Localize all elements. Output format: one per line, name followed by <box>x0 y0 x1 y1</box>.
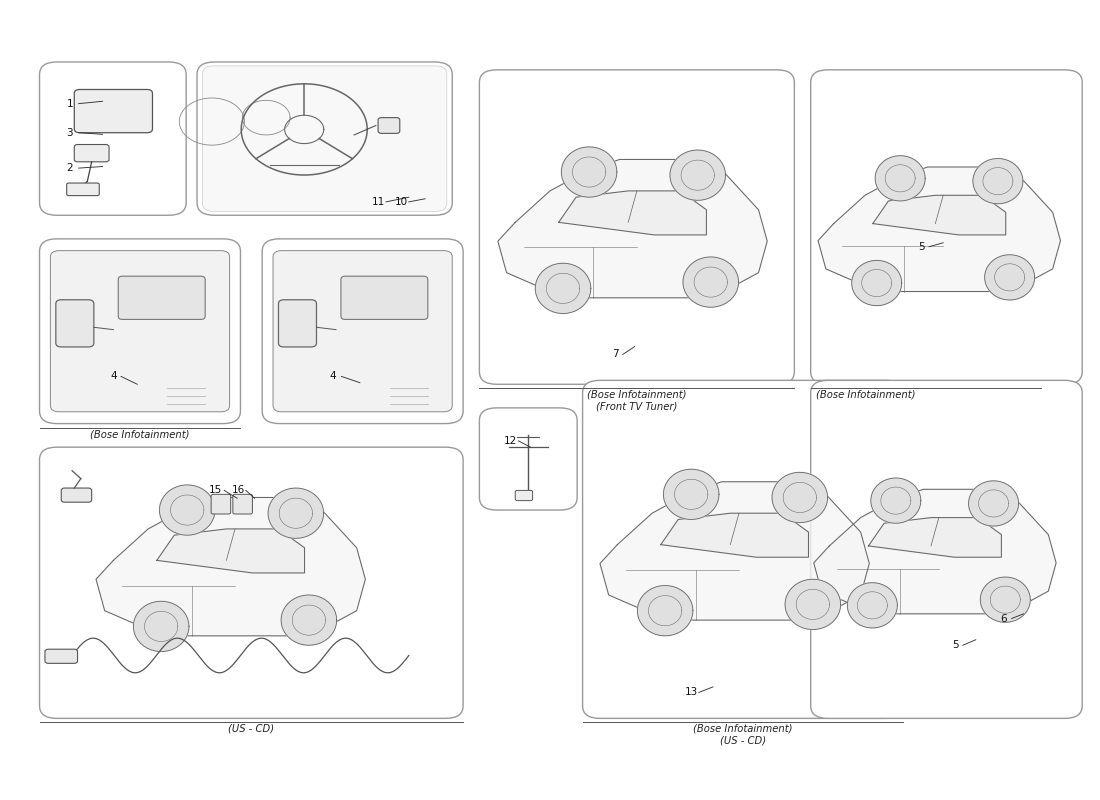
Polygon shape <box>974 158 1023 204</box>
Text: 4: 4 <box>110 371 117 382</box>
Text: eurospares: eurospares <box>239 143 362 162</box>
Text: eurospares: eurospares <box>879 563 1003 582</box>
Text: 1: 1 <box>67 98 74 109</box>
FancyBboxPatch shape <box>119 276 206 319</box>
FancyBboxPatch shape <box>262 239 463 423</box>
Text: eurospares: eurospares <box>597 210 720 229</box>
Text: 5: 5 <box>952 640 958 650</box>
Polygon shape <box>498 159 767 298</box>
FancyBboxPatch shape <box>51 250 230 412</box>
Text: eurospares: eurospares <box>879 210 1003 229</box>
Polygon shape <box>683 257 738 307</box>
FancyBboxPatch shape <box>341 276 428 319</box>
Text: 2: 2 <box>67 163 74 173</box>
Polygon shape <box>984 254 1035 300</box>
Polygon shape <box>868 518 1001 558</box>
Polygon shape <box>160 485 215 535</box>
Polygon shape <box>876 156 925 201</box>
FancyBboxPatch shape <box>197 62 452 215</box>
Text: eurospares: eurospares <box>597 563 720 582</box>
Polygon shape <box>969 481 1019 526</box>
Polygon shape <box>847 582 898 628</box>
Polygon shape <box>600 482 869 620</box>
Polygon shape <box>282 595 337 646</box>
FancyBboxPatch shape <box>211 494 231 514</box>
Polygon shape <box>785 579 840 630</box>
Polygon shape <box>157 529 305 573</box>
Polygon shape <box>670 150 726 200</box>
Polygon shape <box>637 586 693 636</box>
Polygon shape <box>96 498 365 636</box>
Polygon shape <box>814 490 1056 614</box>
FancyBboxPatch shape <box>75 90 153 133</box>
Text: (Bose Infotainment): (Bose Infotainment) <box>816 390 915 400</box>
FancyBboxPatch shape <box>273 250 452 412</box>
FancyBboxPatch shape <box>480 408 578 510</box>
Text: 5: 5 <box>918 242 925 252</box>
FancyBboxPatch shape <box>56 300 94 347</box>
FancyBboxPatch shape <box>45 649 77 663</box>
FancyBboxPatch shape <box>67 183 99 196</box>
FancyBboxPatch shape <box>202 66 447 211</box>
Polygon shape <box>980 577 1031 622</box>
Text: 6: 6 <box>1001 614 1008 623</box>
FancyBboxPatch shape <box>480 70 794 384</box>
Polygon shape <box>663 469 719 519</box>
Polygon shape <box>871 478 921 523</box>
FancyBboxPatch shape <box>583 380 903 718</box>
Polygon shape <box>559 191 706 235</box>
FancyBboxPatch shape <box>62 488 91 502</box>
Text: (US - CD): (US - CD) <box>229 724 274 734</box>
Text: 7: 7 <box>612 350 618 359</box>
Text: 3: 3 <box>67 128 74 138</box>
Text: 11: 11 <box>372 197 385 207</box>
Text: 4: 4 <box>330 371 337 382</box>
Polygon shape <box>268 488 323 538</box>
Text: 15: 15 <box>209 486 222 495</box>
FancyBboxPatch shape <box>75 145 109 162</box>
Text: 12: 12 <box>504 436 517 446</box>
Polygon shape <box>133 602 189 651</box>
Polygon shape <box>772 472 827 522</box>
Text: (Bose Infotainment)
(US - CD): (Bose Infotainment) (US - CD) <box>693 724 792 746</box>
Text: 10: 10 <box>395 197 408 207</box>
FancyBboxPatch shape <box>40 239 241 423</box>
Text: (Bose Infotainment)
(Front TV Tuner): (Bose Infotainment) (Front TV Tuner) <box>587 390 686 411</box>
FancyBboxPatch shape <box>233 494 252 514</box>
FancyBboxPatch shape <box>40 62 186 215</box>
FancyBboxPatch shape <box>278 300 317 347</box>
Polygon shape <box>561 147 617 197</box>
Polygon shape <box>872 195 1005 235</box>
Polygon shape <box>536 263 591 314</box>
FancyBboxPatch shape <box>40 447 463 718</box>
Text: 16: 16 <box>232 486 245 495</box>
FancyBboxPatch shape <box>811 380 1082 718</box>
Text: (Bose Infotainment): (Bose Infotainment) <box>90 429 189 439</box>
Polygon shape <box>818 167 1060 291</box>
FancyBboxPatch shape <box>811 70 1082 384</box>
FancyBboxPatch shape <box>515 490 532 501</box>
FancyBboxPatch shape <box>378 118 399 134</box>
Polygon shape <box>851 261 902 306</box>
Text: 13: 13 <box>684 687 697 698</box>
Polygon shape <box>661 514 808 558</box>
